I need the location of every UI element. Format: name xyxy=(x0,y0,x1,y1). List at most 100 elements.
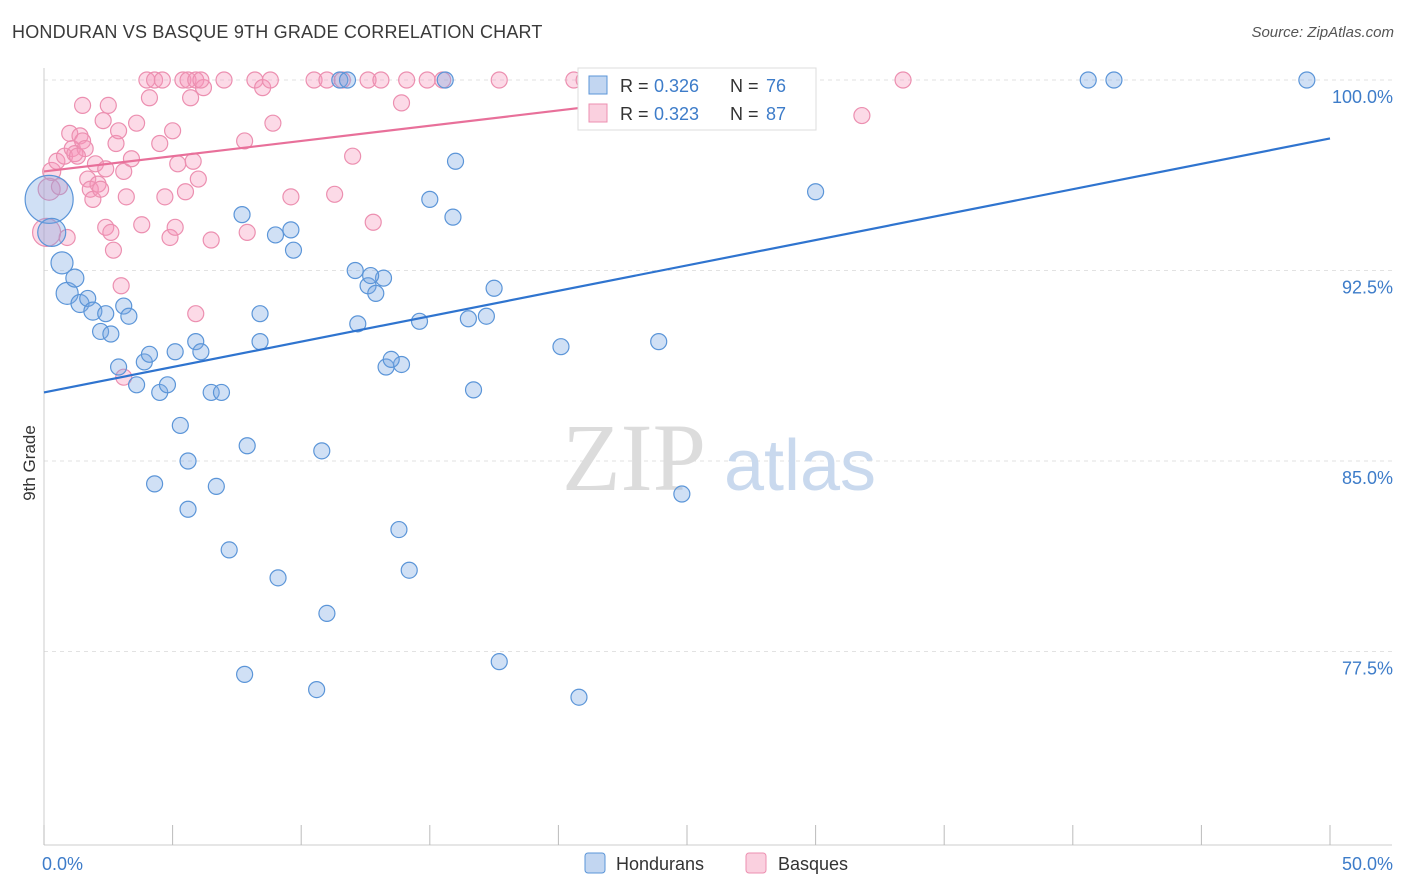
axes xyxy=(43,68,1392,846)
hondurans-points xyxy=(24,71,1316,706)
legend-swatch-hondurans xyxy=(588,75,608,95)
hondurans-point-1 xyxy=(37,217,67,247)
basques-point-14 xyxy=(79,170,97,188)
basques-point-62 xyxy=(264,114,282,132)
hondurans-point-59 xyxy=(446,152,465,170)
hondurans-point-46 xyxy=(367,284,385,302)
hondurans-point-72 xyxy=(1079,71,1097,89)
hondurans-point-44 xyxy=(346,261,364,280)
basques-point-4 xyxy=(50,178,69,196)
basques-point-33 xyxy=(127,114,146,132)
basques-point-25 xyxy=(104,241,123,259)
hondurans-point-60 xyxy=(459,310,477,328)
hondurans-point-43 xyxy=(338,71,357,89)
hondurans-point-36 xyxy=(238,437,256,455)
basques-point-22 xyxy=(99,96,117,115)
basques-point-9 xyxy=(66,145,84,163)
hondurans-point-8 xyxy=(91,322,110,341)
hondurans-point-65 xyxy=(552,338,570,356)
basques-point-29 xyxy=(117,188,135,206)
y-tick-label-1: 92.5% xyxy=(1342,278,1393,298)
hondurans-point-54 xyxy=(400,561,418,579)
hondurans-point-64 xyxy=(490,653,508,671)
basques-point-27 xyxy=(109,122,128,140)
hondurans-point-11 xyxy=(115,297,133,315)
series-legend: Hondurans Basques xyxy=(584,852,848,874)
hondurans-point-21 xyxy=(187,333,205,351)
hondurans-point-18 xyxy=(158,376,177,394)
basques-point-84 xyxy=(853,106,871,125)
basques-point-34 xyxy=(133,216,151,234)
hondurans-point-63 xyxy=(485,279,503,297)
legend-n-value-basques: 87 xyxy=(766,104,786,124)
hondurans-point-28 xyxy=(179,500,197,518)
basques-point-63 xyxy=(282,188,300,206)
hondurans-point-31 xyxy=(251,305,269,323)
basques-point-45 xyxy=(174,71,192,89)
basques-point-53 xyxy=(192,71,210,89)
hondurans-point-34 xyxy=(282,221,300,239)
basques-point-26 xyxy=(107,134,125,153)
hondurans-point-24 xyxy=(212,383,231,402)
hondurans-point-14 xyxy=(127,376,146,394)
basques-point-51 xyxy=(189,170,207,188)
basques-point-56 xyxy=(215,71,233,89)
basques-point-86 xyxy=(68,147,87,165)
basques-point-48 xyxy=(182,89,200,107)
basques-point-66 xyxy=(326,185,344,203)
basques-point-74 xyxy=(418,71,436,89)
basques-point-39 xyxy=(156,188,174,206)
hondurans-point-35 xyxy=(284,241,303,259)
watermark-zip: ZIP xyxy=(562,404,706,511)
hondurans-point-56 xyxy=(421,190,439,208)
legend-n-label-basques: N = xyxy=(730,104,759,124)
hondurans-point-0 xyxy=(24,174,74,224)
hondurans-point-19 xyxy=(166,343,184,361)
basques-point-49 xyxy=(184,152,202,170)
hondurans-point-58 xyxy=(444,208,462,226)
hondurans-point-29 xyxy=(220,541,238,559)
hondurans-point-22 xyxy=(192,343,210,361)
hondurans-point-57 xyxy=(436,71,454,89)
basques-point-21 xyxy=(97,218,115,236)
y-tick-label-2: 85.0% xyxy=(1342,468,1393,488)
source-label: Source: ZipAtlas.com xyxy=(1251,24,1394,41)
bottom-legend-swatch-basques xyxy=(745,852,767,874)
hondurans-point-66 xyxy=(570,688,588,706)
basques-point-42 xyxy=(153,71,171,89)
hondurans-point-39 xyxy=(318,604,336,623)
basques-point-19 xyxy=(91,180,110,198)
basques-point-71 xyxy=(372,71,390,89)
basques-point-54 xyxy=(202,231,220,249)
legend-n-label-hondurans: N = xyxy=(730,76,759,96)
hondurans-point-49 xyxy=(362,266,380,285)
hondurans-point-67 xyxy=(650,333,668,351)
y-axis-label: 9th Grade xyxy=(20,425,39,501)
hondurans-point-2 xyxy=(50,251,74,275)
basques-point-44 xyxy=(169,155,187,173)
basques-point-70 xyxy=(364,213,382,231)
basques-point-69 xyxy=(359,71,377,89)
legend-box xyxy=(577,67,817,131)
legend-r-value-hondurans: 0.326 xyxy=(654,76,699,96)
hondurans-point-38 xyxy=(313,442,331,460)
basques-point-64 xyxy=(305,71,323,89)
legend-n-value-hondurans: 76 xyxy=(766,76,786,96)
basques-point-50 xyxy=(176,183,195,201)
basques-point-20 xyxy=(94,112,112,130)
basques-point-73 xyxy=(398,71,416,89)
y-tick-label-0: 100.0% xyxy=(1332,87,1393,107)
basques-point-13 xyxy=(73,96,92,115)
basques-point-43 xyxy=(164,122,182,140)
hondurans-point-12 xyxy=(120,307,138,325)
hondurans-point-74 xyxy=(1298,71,1316,89)
x-tick-label-0: 0.0% xyxy=(42,854,83,874)
bottom-legend-label-hondurans: Hondurans xyxy=(616,854,704,874)
basques-point-28 xyxy=(115,162,133,181)
hondurans-point-33 xyxy=(266,226,285,244)
hondurans-point-47 xyxy=(374,269,393,287)
hondurans-point-25 xyxy=(179,452,197,470)
chart-title: HONDURAN VS BASQUE 9TH GRADE CORRELATION… xyxy=(12,22,543,42)
hondurans-point-4 xyxy=(65,268,85,288)
